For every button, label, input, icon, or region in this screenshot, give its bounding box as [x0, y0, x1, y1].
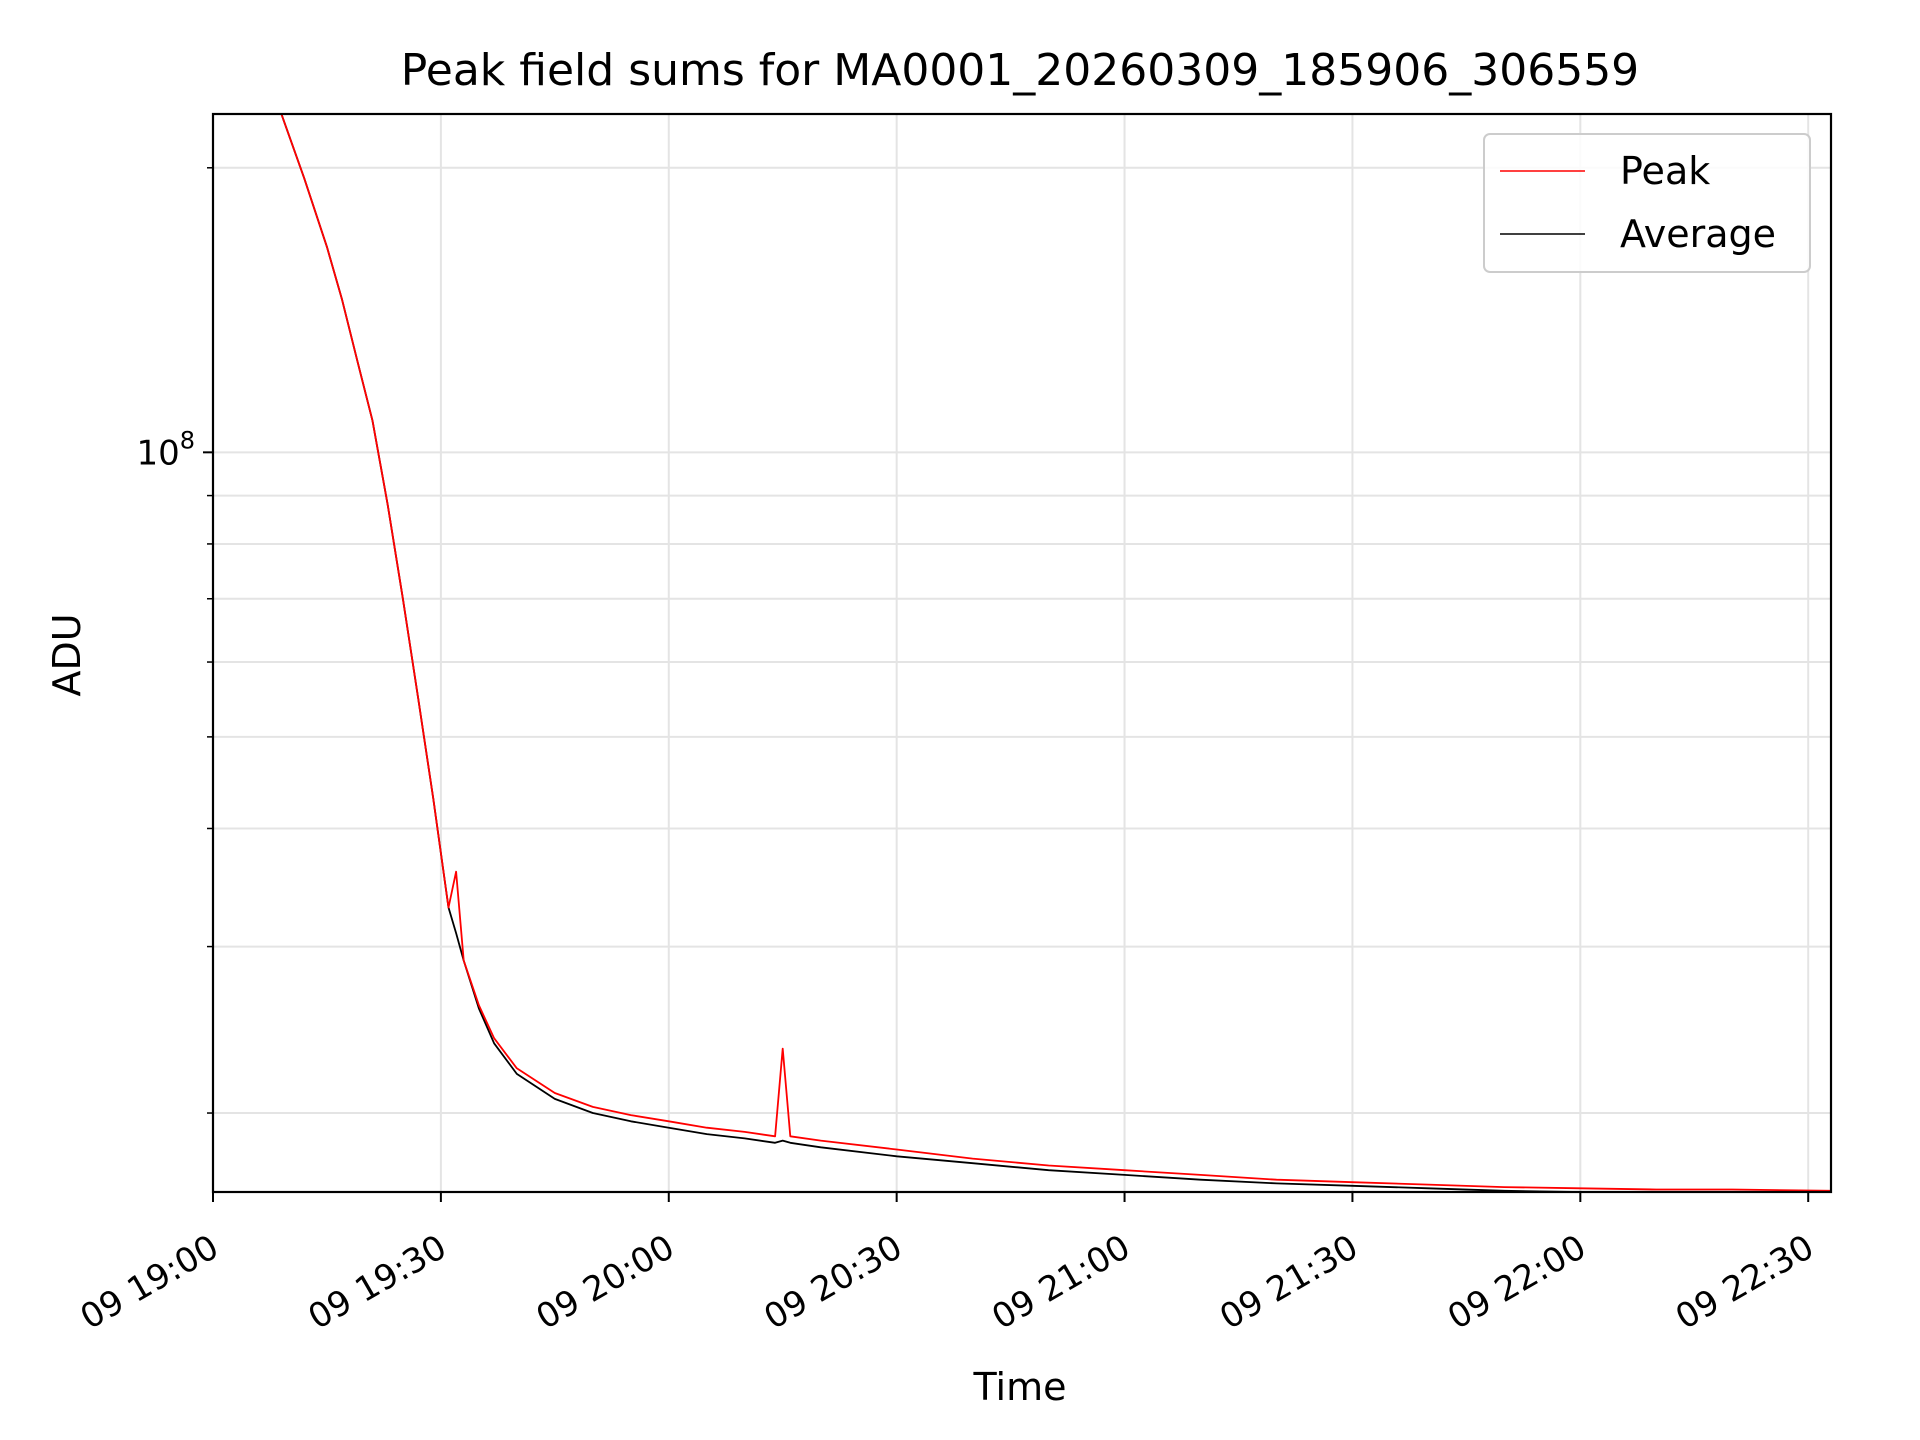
series-line-peak [280, 114, 1831, 1192]
legend: Peak Average [1483, 133, 1811, 273]
chart-title: Peak field sums for MA0001_20260309_1859… [401, 45, 1639, 96]
plot-series [280, 114, 1831, 1192]
x-axis-label: Time [973, 1365, 1067, 1409]
plot-frame [211, 112, 1833, 1194]
y-tick-label: 108 [136, 426, 195, 473]
legend-label-average: Average [1620, 212, 1776, 256]
legend-label-peak: Peak [1620, 149, 1710, 193]
y-axis-label: ADU [45, 613, 89, 696]
grid [212, 114, 1831, 1192]
legend-box [1483, 133, 1811, 273]
